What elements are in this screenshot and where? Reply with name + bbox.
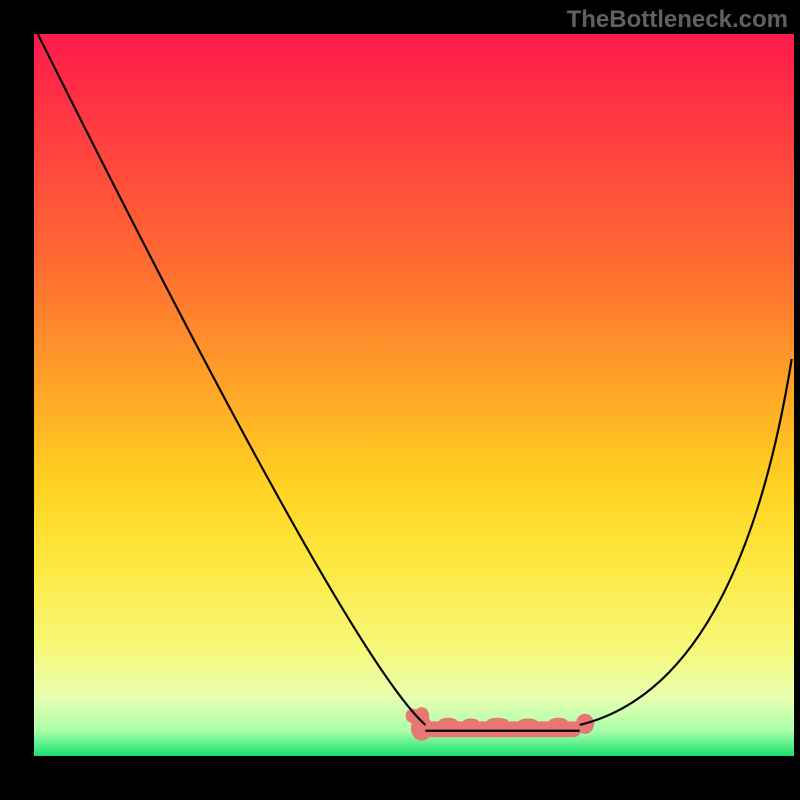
curve-right-branch <box>580 359 792 725</box>
watermark-text: TheBottleneck.com <box>567 6 788 34</box>
bump-top-lump <box>463 719 478 725</box>
bump-top-lump <box>487 718 508 725</box>
curve-left-branch <box>38 34 426 725</box>
bumps-group <box>406 707 594 741</box>
bump-top-lump <box>519 719 537 725</box>
chart-plot-area <box>34 34 794 756</box>
bump-top-lump <box>549 718 567 725</box>
bottleneck-curve-svg <box>34 34 794 756</box>
bump-top-lump <box>439 718 457 725</box>
